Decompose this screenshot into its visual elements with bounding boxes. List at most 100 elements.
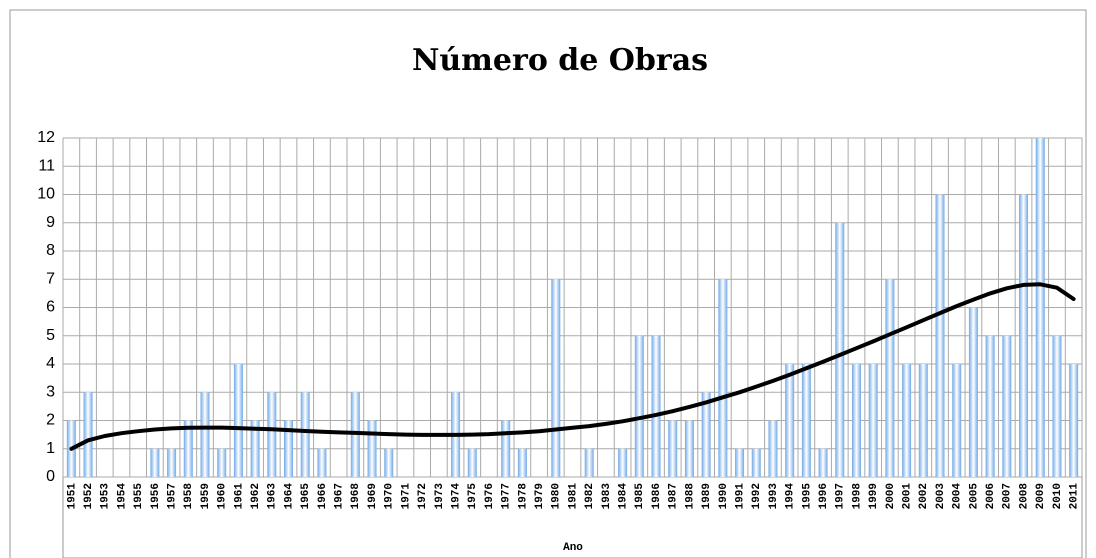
- x-tick-label: 1977: [501, 483, 513, 509]
- bar: [701, 392, 711, 477]
- x-tick-label: 1994: [785, 483, 797, 510]
- x-tick-label: 1971: [400, 483, 412, 510]
- x-tick-label: 1979: [534, 483, 546, 509]
- bar: [968, 307, 978, 477]
- x-tick-label: 1987: [668, 483, 680, 509]
- bar: [384, 448, 394, 477]
- bar: [284, 420, 294, 477]
- x-tick-label: 1999: [868, 483, 880, 509]
- x-tick-label: 1984: [618, 483, 630, 510]
- bar: [1052, 335, 1062, 477]
- x-tick-label: 1985: [634, 483, 646, 510]
- x-tick-label: 1981: [567, 483, 579, 510]
- x-tick-label: 2005: [968, 483, 980, 510]
- x-axis-label: Ano: [563, 542, 583, 554]
- y-tick-label: 7: [46, 270, 55, 287]
- x-tick-label: 1953: [100, 483, 112, 510]
- bar: [785, 364, 795, 477]
- y-tick-label: 1: [46, 440, 55, 457]
- y-tick-label: 6: [46, 299, 55, 316]
- x-tick-label: 1952: [83, 483, 95, 509]
- x-tick-label: 2002: [918, 483, 930, 509]
- y-tick-label: 10: [37, 186, 55, 203]
- x-tick-label: 1980: [551, 483, 563, 509]
- bar: [367, 420, 377, 477]
- x-tick-label: 1958: [183, 483, 195, 510]
- chart-border: [9, 9, 1087, 558]
- x-tick-label: 1955: [133, 483, 145, 510]
- bar: [200, 392, 210, 477]
- x-tick-label: 2009: [1035, 483, 1047, 509]
- x-tick-label: 1998: [851, 483, 863, 510]
- x-tick-label: 1967: [334, 483, 346, 509]
- chart-title: Número de Obras: [412, 43, 708, 78]
- x-tick-label: 1962: [250, 483, 262, 509]
- x-tick-label: 1956: [150, 483, 162, 509]
- bar: [868, 364, 878, 477]
- bar: [835, 222, 845, 477]
- x-tick-label: 2001: [902, 483, 914, 510]
- bar: [267, 392, 277, 477]
- bar: [735, 448, 745, 477]
- x-tick-label: 1973: [434, 483, 446, 510]
- y-tick-label: 12: [37, 129, 55, 146]
- bar: [918, 364, 928, 477]
- x-tick-label: 1965: [300, 483, 312, 510]
- x-tick-label: 1974: [450, 483, 462, 510]
- y-tick-label: 5: [46, 327, 55, 344]
- x-tick-label: 2010: [1052, 483, 1064, 509]
- x-tick-label: 1996: [818, 483, 830, 509]
- x-tick-label: 1951: [66, 483, 78, 510]
- bar: [851, 364, 861, 477]
- x-tick-label: 1983: [601, 483, 613, 510]
- x-tick-label: 2003: [935, 483, 947, 510]
- x-tick-label: 1969: [367, 483, 379, 509]
- bar: [1035, 138, 1045, 477]
- bar: [985, 335, 995, 477]
- bar: [651, 335, 661, 477]
- x-tick-label: 1975: [467, 483, 479, 510]
- bar: [634, 335, 644, 477]
- bar: [684, 420, 694, 477]
- x-tick-label: 2008: [1018, 483, 1030, 510]
- bar: [167, 448, 177, 477]
- bar: [618, 448, 628, 477]
- x-tick-label: 1954: [116, 483, 128, 510]
- x-tick-label: 1959: [200, 483, 212, 509]
- y-tick-label: 3: [46, 383, 55, 400]
- trend-line: [69, 282, 1076, 451]
- x-tick-label: 1978: [517, 483, 529, 510]
- y-tick-label: 0: [46, 468, 55, 485]
- y-tick-label: 11: [38, 157, 55, 174]
- bar: [668, 420, 678, 477]
- bar: [952, 364, 962, 477]
- bar: [751, 448, 761, 477]
- bar: [517, 448, 527, 477]
- x-tick-label: 1960: [217, 483, 229, 509]
- x-tick-label: 2007: [1002, 483, 1014, 509]
- bar: [217, 448, 227, 477]
- x-tick-label: 1986: [651, 483, 663, 509]
- bar: [1019, 194, 1029, 477]
- x-tick-label: 1989: [701, 483, 713, 509]
- bar: [250, 420, 260, 477]
- x-tick-label: 1972: [417, 483, 429, 509]
- bar: [551, 279, 561, 477]
- y-tick-label: 9: [46, 214, 55, 231]
- bar: [467, 448, 477, 477]
- x-tick-label: 1992: [751, 483, 763, 509]
- bar: [317, 448, 327, 477]
- x-tick-label: 1995: [801, 483, 813, 510]
- x-tick-label: 2006: [985, 483, 997, 509]
- y-tick-label: 8: [46, 242, 55, 259]
- x-tick-label: 1991: [734, 483, 746, 510]
- x-tick-label: 2000: [885, 483, 897, 509]
- x-tick-label: 1961: [233, 483, 245, 510]
- bar: [584, 448, 594, 477]
- bar: [1002, 335, 1012, 477]
- bar: [183, 420, 193, 477]
- x-tick-label: 1982: [584, 483, 596, 509]
- bar: [768, 420, 778, 477]
- bar: [83, 392, 93, 477]
- x-tick-label: 1976: [484, 483, 496, 509]
